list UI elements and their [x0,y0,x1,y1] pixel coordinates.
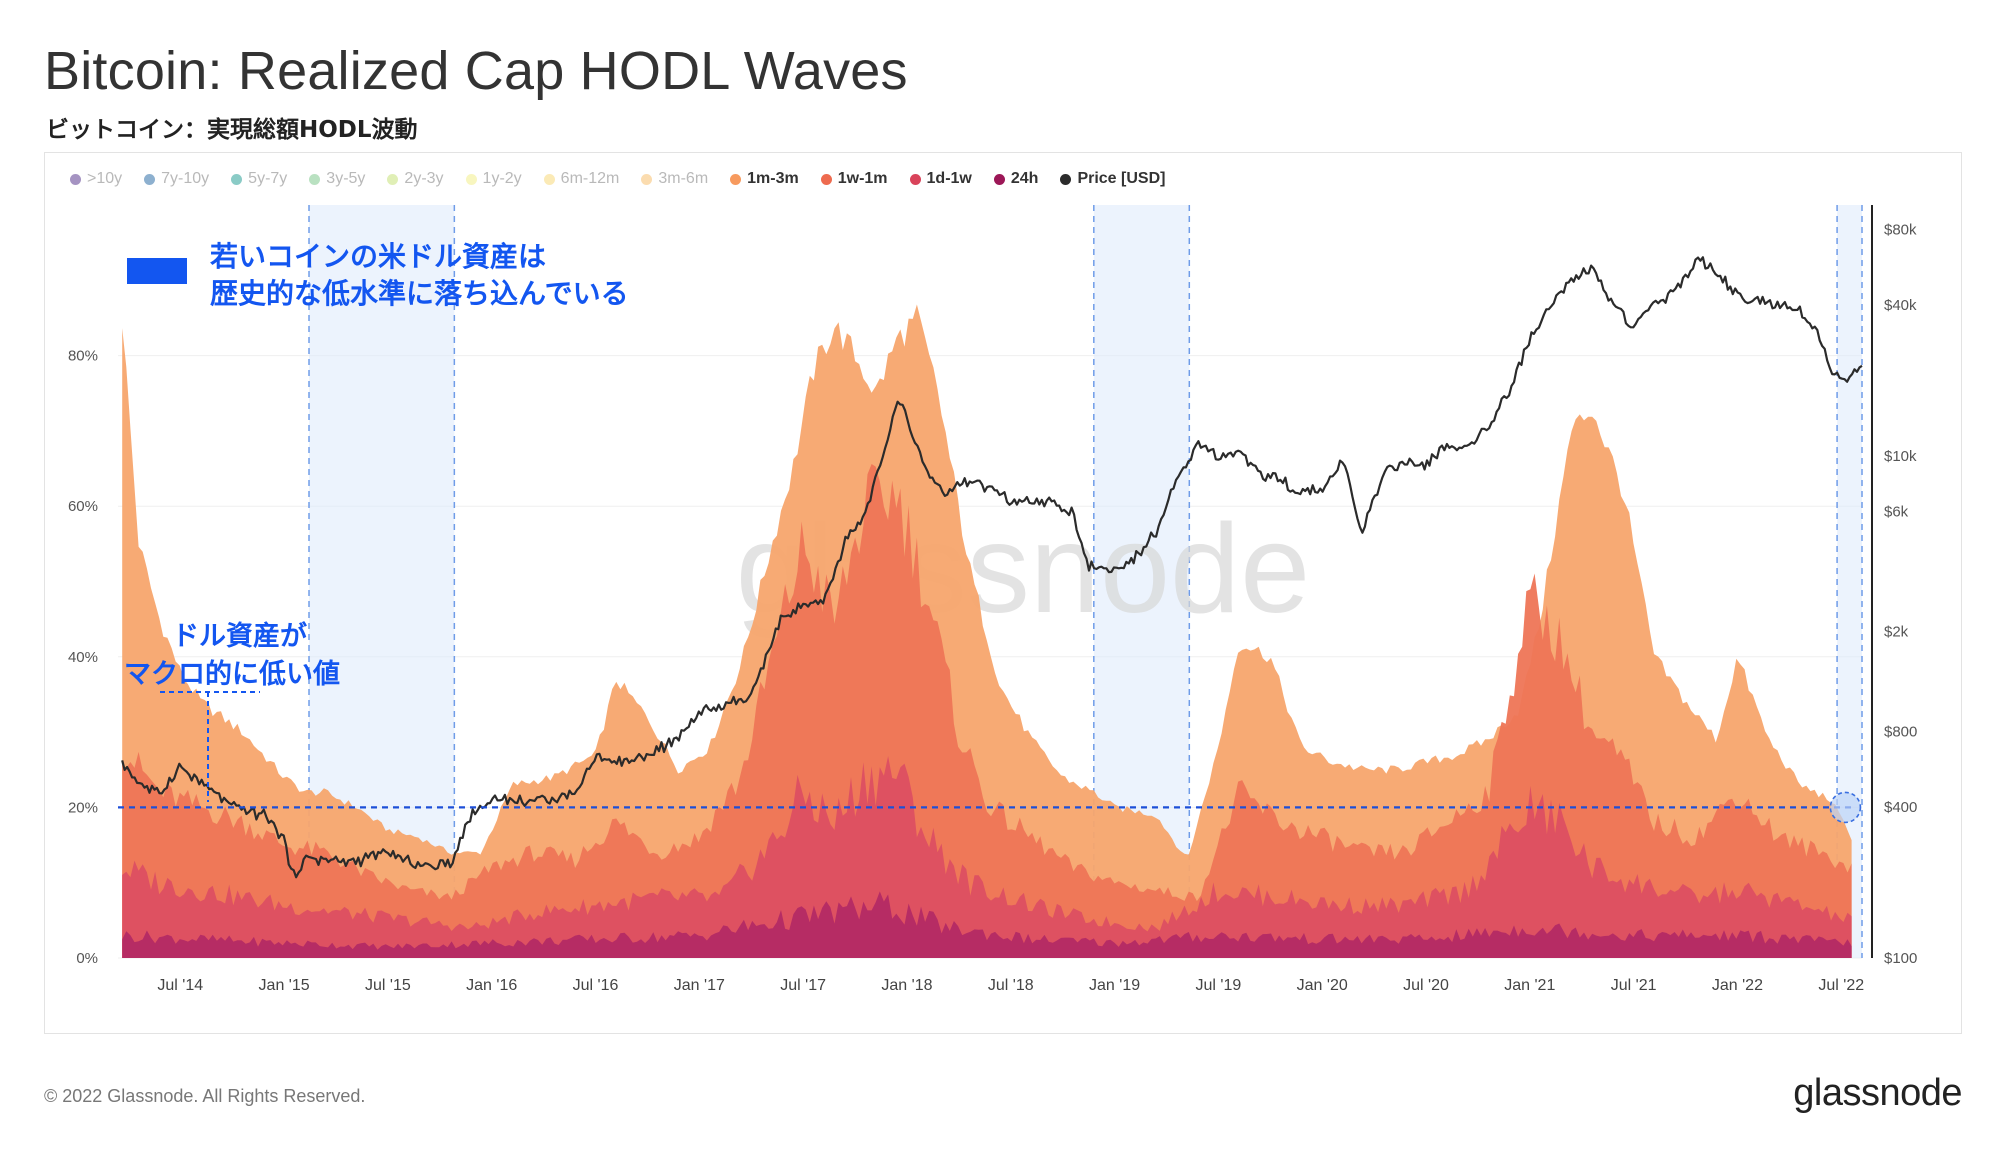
x-tick-label: Jan '19 [1089,977,1140,994]
legend-label: 2y-3y [404,170,444,187]
y-right-tick-label: $6k [1884,504,1909,521]
y-left-tick-label: 40% [68,649,98,666]
legend: >10y 7y-10y 5y-7y 3y-5y 2y-3y 1y-2y 6m-12m 3m-6… [70,169,1187,189]
legend-label: 1m-3m [747,170,799,187]
legend-swatch [993,173,1005,185]
legend-swatch [387,173,399,185]
legend-label: 1d-1w [926,170,972,187]
y-right-tick-label: $100 [1884,950,1917,967]
legend-item--10y[interactable]: >10y [70,170,122,188]
y-left-tick-label: 0% [76,950,98,967]
x-tick-label: Jul '19 [1196,977,1242,994]
x-tick-label: Jan '15 [259,977,310,994]
x-tick-label: Jan '22 [1712,977,1763,994]
y-left-tick-label: 20% [68,799,98,816]
legend-swatch [730,173,742,185]
x-tick-label: Jul '14 [157,977,203,994]
legend-item-price-usd-[interactable]: Price [USD] [1060,170,1165,188]
x-tick-label: Jul '15 [365,977,411,994]
chart-title: Bitcoin: Realized Cap HODL Waves [44,41,908,101]
annotation-text-line1: 若いコインの米ドル資産は [210,240,546,273]
area-series-24h [122,891,1852,958]
annotation-text-line2: 歴史的な低水準に落ち込んでいる [210,277,629,310]
area-series-1m-3m [122,304,1852,958]
legend-label: 1w-1m [837,170,888,187]
current-value-marker [1829,791,1862,824]
x-tick-label: Jul '22 [1818,977,1864,994]
legend-swatch [820,173,832,185]
x-tick-label: Jul '18 [988,977,1034,994]
legend-item-3y-5y[interactable]: 3y-5y [309,170,365,188]
copyright: © 2022 Glassnode. All Rights Reserved. [44,1086,366,1106]
legend-swatch [1060,173,1072,185]
x-tick-label: Jul '16 [573,977,619,994]
legend-label: Price [USD] [1077,170,1166,187]
x-tick-label: Jan '21 [1504,977,1555,994]
legend-item-3m-6m[interactable]: 3m-6m [641,170,708,188]
legend-swatch [231,173,243,185]
y-left-tick-label: 60% [68,498,98,515]
legend-item-6m-12m[interactable]: 6m-12m [543,170,620,188]
x-tick-label: Jul '21 [1611,977,1657,994]
legend-item-5y-7y[interactable]: 5y-7y [231,170,287,188]
x-tick-label: Jan '17 [674,977,725,994]
legend-item-2y-3y[interactable]: 2y-3y [387,170,444,188]
y-right-tick-label: $800 [1884,723,1917,740]
y-right-tick-label: $10k [1884,448,1917,465]
legend-label: 1y-2y [482,170,522,187]
legend-item-24h[interactable]: 24h [993,170,1039,188]
legend-item-1m-3m[interactable]: 1m-3m [730,170,799,188]
legend-swatch [465,173,477,185]
y-right-tick-label: $2k [1884,623,1909,640]
legend-label: 3y-5y [326,170,366,187]
area-series-1d-1w [122,756,1852,958]
legend-item-1w-1m[interactable]: 1w-1m [820,170,888,188]
x-tick-label: Jul '17 [780,977,826,994]
chart-subtitle: ビットコイン：実現総額HODL波動 [46,117,418,143]
legend-label: >10y [87,170,123,187]
y-right-tick-label: $40k [1884,297,1917,314]
macro-annotation-line1: ドル資産が [172,620,307,652]
legend-label: 6m-12m [560,170,620,187]
y-right-tick-label: $400 [1884,799,1917,816]
macro-annotation-line2: マクロ的に低い値 [124,658,340,690]
legend-swatch [909,173,921,185]
y-left-tick-label: 80% [68,348,98,365]
legend-label: 7y-10y [161,170,210,187]
legend-item-7y-10y[interactable]: 7y-10y [144,170,209,188]
legend-swatch [543,173,555,185]
legend-label: 3m-6m [658,170,709,187]
legend-item-1d-1w[interactable]: 1d-1w [909,170,972,188]
x-tick-label: Jan '16 [466,977,517,994]
annotation-marker [127,258,187,284]
price-line [121,256,1863,879]
x-tick-label: Jul '20 [1403,977,1449,994]
legend-swatch [70,173,81,185]
hodl-areas [122,304,1852,958]
legend-swatch [641,173,653,185]
price-line-group [121,256,1863,879]
x-tick-label: Jan '18 [881,977,932,994]
y-right-tick-label: $80k [1884,221,1917,238]
brand-logo: glassnode [1793,1072,1962,1114]
legend-item-1y-2y[interactable]: 1y-2y [465,170,522,188]
reference-line-group [118,791,1862,824]
legend-swatch [309,173,321,185]
legend-swatch [144,173,156,185]
axes: 0% 20% 40% 60% 80% $100 $400 $800 $2k $6k $10k $40k… [68,205,1917,994]
legend-label: 24h [1010,170,1039,187]
x-tick-label: Jan '20 [1297,977,1348,994]
legend-label: 5y-7y [248,170,288,187]
